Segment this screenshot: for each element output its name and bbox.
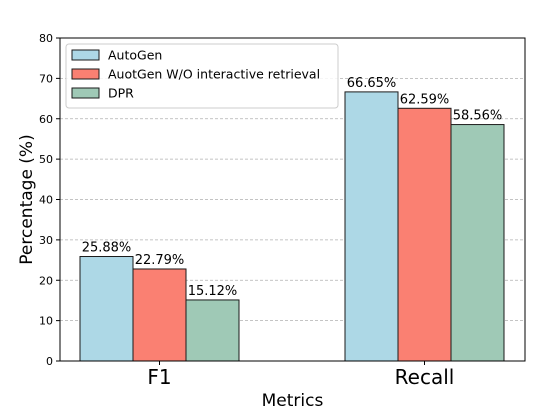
x-tick-label: F1 — [147, 365, 171, 389]
y-axis-ticks: 0 10 20 30 40 50 60 70 80 — [39, 32, 60, 368]
legend: AutoGen AuotGen W/O interactive retrieval… — [65, 43, 339, 109]
data-label: 25.88% — [82, 241, 132, 256]
y-tick-label: 60 — [39, 113, 53, 126]
legend-entry: AutoGen — [108, 48, 162, 63]
y-tick-label: 50 — [39, 153, 53, 166]
legend-swatch — [71, 49, 100, 61]
data-label: 62.59% — [400, 92, 450, 107]
y-tick-label: 20 — [39, 274, 53, 287]
x-axis-label: Metrics — [262, 391, 324, 411]
bar-f1-2 — [185, 299, 240, 362]
data-label: 66.65% — [347, 76, 397, 91]
data-label: 58.56% — [453, 109, 503, 124]
legend-swatch — [71, 87, 100, 99]
y-axis-label: Percentage (%) — [17, 134, 37, 264]
bars — [79, 91, 505, 362]
y-tick-label: 70 — [39, 72, 53, 85]
bar-recall-1 — [397, 107, 452, 362]
legend-entry: AuotGen W/O interactive retrieval — [108, 67, 320, 82]
x-tick-label: Recall — [395, 365, 455, 389]
y-tick-label: 30 — [39, 234, 53, 247]
y-tick-label: 10 — [39, 315, 53, 328]
legend-box — [65, 43, 339, 109]
legend-entry: DPR — [108, 86, 134, 101]
data-label: 15.12% — [188, 284, 238, 299]
bar-f1-0 — [79, 256, 134, 362]
data-labels: 25.88%22.79% 15.12% 66.65%62.59%58.56% — [82, 76, 503, 299]
bar-recall-0 — [344, 91, 399, 362]
y-tick-label: 40 — [39, 194, 53, 207]
legend-swatch — [71, 68, 100, 80]
bar-f1-1 — [132, 268, 187, 362]
y-tick-label: 80 — [39, 32, 53, 45]
y-tick-label: 0 — [46, 355, 53, 368]
data-label: 22.79% — [135, 253, 185, 268]
x-axis-ticks: F1 Recall — [147, 361, 454, 389]
bar-recall-2 — [450, 124, 505, 362]
